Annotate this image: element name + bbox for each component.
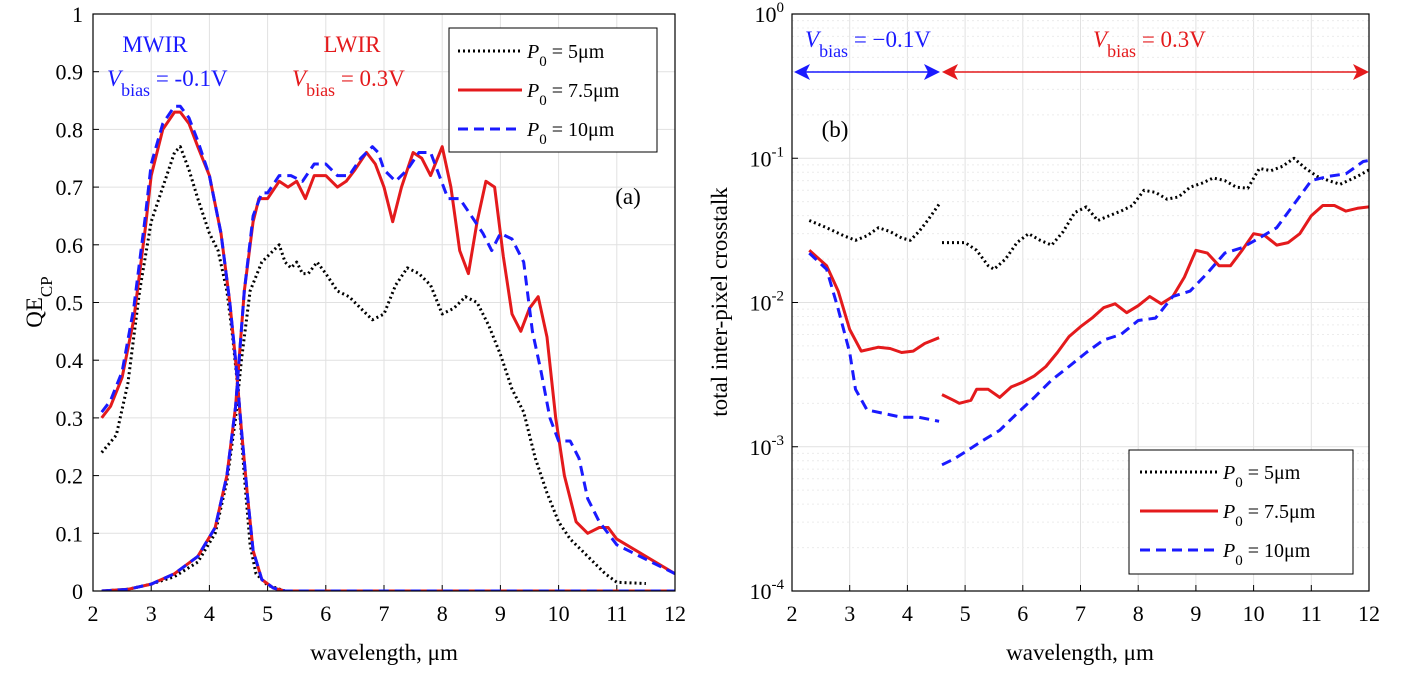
x-tick-label: 3 — [844, 601, 855, 626]
range-arrow-neg-right-head — [924, 64, 940, 80]
panel-b-series — [808, 156, 1369, 467]
x-tick-label: 8 — [437, 601, 448, 626]
x-tick-label: 5 — [960, 601, 971, 626]
legend-label-10um: P0 = 10μm — [526, 119, 615, 148]
x-tick-label: 9 — [495, 601, 506, 626]
y-tick-label: 0.6 — [56, 233, 84, 258]
series-line-p0-5-m-seg1 — [942, 156, 1369, 271]
x-tick-label: 7 — [1075, 601, 1086, 626]
series-line-p0-10-m-seg0 — [808, 252, 940, 423]
x-tick-label: 4 — [902, 601, 913, 626]
y-tick-label: 10-4 — [750, 577, 785, 604]
x-tick-label: 11 — [606, 601, 627, 626]
y-tick-label: 0.7 — [56, 175, 84, 200]
legend-b-label-5um: P0 = 5μm — [1222, 462, 1301, 491]
x-tick-label: 12 — [1358, 601, 1380, 626]
panel-b-axes-box — [791, 13, 1370, 592]
y-tick-label: 10-2 — [750, 289, 785, 316]
series-line-p0-10-m-seg0 — [100, 104, 675, 591]
x-tick-label: 7 — [379, 601, 390, 626]
panel-a: 2 3 4 5 6 7 8 9 10 11 12 0 0.1 0.2 0.3 0.4 0.5 0.6 0.7 0.8… — [22, 2, 686, 665]
legend-b-label-7-5um: P0 = 7.5μm — [1222, 501, 1316, 530]
panel-b-x-tick-labels: 2 3 4 5 6 7 8 9 10 11 12 — [787, 601, 1381, 626]
annotation-vbias-neg: Vbias = −0.1V — [805, 27, 931, 61]
y-tick-label: 0.3 — [56, 406, 84, 431]
panel-a-x-tick-labels: 2 3 4 5 6 7 8 9 10 11 12 — [88, 601, 687, 626]
panel-b-legend: P0 = 5μm P0 = 7.5μm P0 = 10μm — [1128, 449, 1354, 575]
panel-b-label: (b) — [822, 117, 849, 142]
series-line-p0-10-m-seg1 — [941, 158, 1369, 467]
range-arrow-pos — [942, 64, 1369, 80]
y-tick-label: 100 — [755, 0, 785, 27]
x-tick-label: 6 — [320, 601, 331, 626]
y-tick-label: 0.5 — [56, 291, 84, 316]
legend-label-7-5um: P0 = 7.5μm — [526, 80, 620, 109]
y-tick-label: 10-3 — [750, 433, 785, 460]
y-tick-label: 0 — [72, 579, 83, 604]
y-tick-label: 0.9 — [56, 60, 84, 85]
annotation-lwir-label: LWIR — [323, 32, 381, 57]
x-tick-label: 6 — [1017, 601, 1028, 626]
panel-b-y-axis-label: total inter-pixel crosstalk — [707, 187, 732, 417]
panel-b: 2 3 4 5 6 7 8 9 10 11 12 10-4 10-3 10-2 10-1 100 wavel… — [707, 0, 1381, 665]
x-tick-label: 10 — [1243, 601, 1265, 626]
range-arrow-pos-right-head — [1353, 64, 1369, 80]
range-arrow-pos-left-head — [942, 64, 958, 80]
range-arrow-neg — [794, 64, 940, 80]
panel-a-x-axis-label: wavelength, μm — [310, 640, 458, 665]
series-line-p0-7-5-m-seg0 — [808, 249, 940, 354]
series-line-p0-7-5-m-seg1 — [941, 204, 1369, 405]
y-tick-label: 0.1 — [56, 521, 84, 546]
annotation-lwir-bias: Vbias = 0.3V — [292, 66, 405, 100]
series-line-p0-5-m-seg0 — [808, 203, 941, 242]
y-tick-label: 0.8 — [56, 117, 84, 142]
panel-a-y-tick-labels: 0 0.1 0.2 0.3 0.4 0.5 0.6 0.7 0.8 0.9 1 — [56, 2, 84, 604]
panel-a-label: (a) — [615, 184, 641, 209]
x-tick-label: 4 — [204, 601, 215, 626]
legend-b-label-10um: P0 = 10μm — [1222, 540, 1311, 569]
y-tick-label: 0.4 — [56, 348, 84, 373]
x-tick-label: 3 — [146, 601, 157, 626]
x-tick-label: 9 — [1190, 601, 1201, 626]
x-tick-label: 11 — [1301, 601, 1322, 626]
x-tick-label: 12 — [664, 601, 686, 626]
panel-a-axes-box — [92, 13, 676, 592]
x-tick-label: 2 — [88, 601, 99, 626]
panel-a-legend: P0 = 5μm P0 = 7.5μm P0 = 10μm — [448, 27, 658, 153]
series-line-p0-10-m-seg1 — [101, 145, 675, 591]
panel-b-y-tick-labels: 10-4 10-3 10-2 10-1 100 — [750, 0, 785, 604]
y-tick-label: 1 — [72, 2, 83, 27]
annotation-mwir-label: MWIR — [122, 32, 188, 57]
series-line-p0-7-5-m-seg1 — [101, 145, 675, 591]
series-line-p0-7-5-m-seg0 — [100, 110, 675, 591]
annotation-vbias-pos: Vbias = 0.3V — [1093, 27, 1206, 61]
annotation-mwir-bias: Vbias = -0.1V — [107, 66, 228, 100]
series-line-p0-5-m-seg0 — [100, 145, 675, 591]
y-tick-label: 0.2 — [56, 464, 84, 489]
y-tick-label: 10-1 — [750, 144, 785, 171]
x-tick-label: 10 — [548, 601, 570, 626]
panel-a-series — [100, 104, 675, 591]
x-tick-label: 2 — [787, 601, 798, 626]
panel-b-x-axis-label: wavelength, μm — [1006, 640, 1154, 665]
x-tick-label: 8 — [1133, 601, 1144, 626]
range-arrow-neg-left-head — [794, 64, 810, 80]
panel-a-y-axis-label: QECP — [22, 276, 56, 327]
x-tick-label: 5 — [262, 601, 273, 626]
legend-label-5um: P0 = 5μm — [526, 41, 605, 70]
